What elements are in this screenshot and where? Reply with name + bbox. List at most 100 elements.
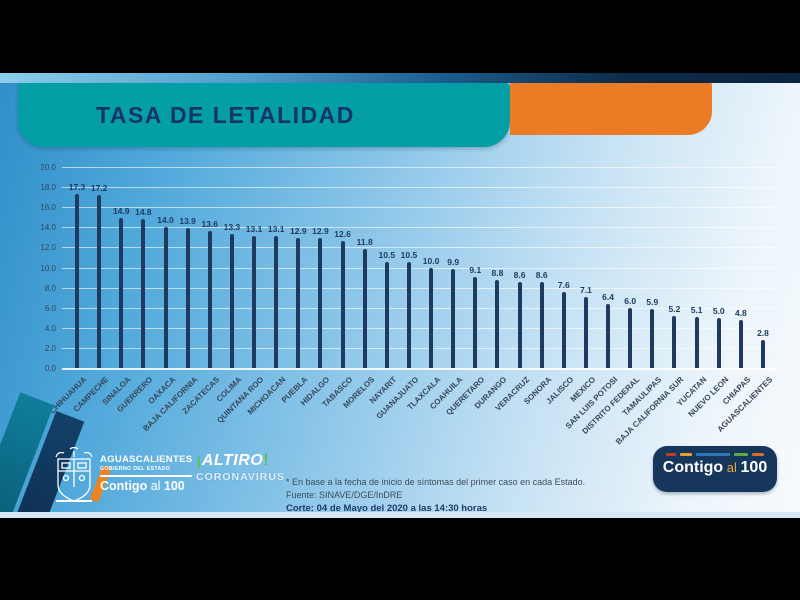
value-label: 13.6: [201, 219, 219, 230]
bar: [738, 319, 743, 368]
bar: [75, 194, 79, 368]
value-label: 6.0: [624, 295, 637, 306]
note-source: Fuente: SINAVE/DGE/InDRE: [286, 490, 403, 500]
bar: [583, 296, 588, 368]
bar: [141, 219, 146, 368]
bar: [318, 238, 323, 368]
y-tick-label: 18.0: [40, 183, 56, 193]
coronavirus-label: CORONAVIRUS: [196, 471, 285, 483]
bar: [517, 281, 522, 368]
bar: [561, 291, 566, 368]
bar: [163, 227, 168, 368]
bar: [672, 315, 677, 368]
y-tick-label: 16.0: [40, 203, 56, 213]
badge-dash: [680, 453, 692, 456]
gov-slogan-al: al: [147, 479, 164, 493]
value-label: 10.5: [378, 250, 396, 261]
bar: [384, 262, 389, 368]
gridline: [62, 368, 778, 370]
bar: [296, 238, 301, 368]
bar: [650, 308, 655, 368]
value-label: 13.9: [179, 216, 196, 227]
gov-slogan-contigo: Contigo: [100, 479, 148, 493]
badge-contigo: Contigo: [662, 459, 724, 476]
bar: [362, 249, 367, 368]
gridline: [62, 227, 778, 229]
bar: [495, 279, 500, 368]
value-label: 14.9: [112, 206, 130, 217]
badge-dash: [696, 453, 730, 456]
government-logo-text: AGUASCALIENTES GOBIERNO DEL ESTADO Conti…: [100, 454, 200, 493]
altiro-wordmark: ¡ALTIRO!: [196, 452, 285, 470]
bar: [606, 303, 611, 368]
value-label: 10.0: [422, 255, 440, 266]
bar: [451, 268, 456, 368]
value-label: 7.1: [580, 284, 592, 295]
value-label: 12.9: [290, 226, 307, 237]
y-tick-label: 6.0: [44, 303, 56, 313]
value-label: 11.8: [356, 237, 373, 248]
value-label: 14.0: [157, 215, 174, 226]
bar: [207, 231, 212, 368]
value-label: 13.1: [267, 224, 285, 235]
value-label: 6.4: [602, 291, 614, 302]
source-notes: * En base a la fecha de inicio de síntom…: [286, 476, 585, 515]
bottom-light-strip: [0, 512, 800, 518]
y-tick-label: 10.0: [40, 263, 56, 273]
bar: [429, 267, 434, 368]
presentation-slide: TASA DE LETALIDAD 0.0 2.0 4.0 6.0 8.0 10.0 12.…: [0, 73, 800, 518]
gov-slogan: Contigo al 100: [100, 479, 200, 493]
value-label: 5.9: [646, 296, 659, 307]
gridline: [62, 167, 778, 168]
aguascalientes-coat-of-arms: [55, 447, 93, 502]
bar: [761, 339, 765, 368]
contigo-al-100-badge: Contigo al 100: [653, 446, 777, 492]
note-cutoff-date: Corte: 04 de Mayo del 2020 a las 14:30 h…: [286, 503, 488, 514]
badge-dash: [752, 453, 764, 456]
value-label: 9.1: [469, 264, 482, 275]
bar: [694, 316, 699, 368]
bar: [473, 276, 478, 368]
value-label: 12.6: [334, 229, 351, 240]
badge-100: 100: [740, 459, 768, 476]
value-label: 5.0: [712, 305, 725, 316]
y-tick-label: 4.0: [44, 323, 56, 333]
badge-color-dashes: [653, 453, 777, 456]
y-tick-label: 14.0: [40, 223, 56, 233]
value-label: 8.6: [535, 269, 548, 280]
bar: [97, 195, 102, 368]
gov-slogan-100: 100: [163, 479, 185, 493]
gov-org-name: AGUASCALIENTES: [100, 454, 193, 465]
y-tick-label: 8.0: [44, 283, 56, 293]
value-label: 2.8: [757, 327, 769, 338]
gov-divider: [100, 475, 192, 477]
value-label: 13.3: [223, 222, 241, 233]
y-tick-label: 2.0: [44, 343, 56, 353]
gridline: [62, 247, 778, 249]
gridline: [62, 347, 778, 349]
orange-accent-block: [510, 83, 712, 135]
top-gradient-strip: [0, 73, 800, 83]
bar: [716, 317, 721, 368]
y-tick-label: 12.0: [40, 243, 56, 253]
bar: [229, 234, 234, 368]
bar: [406, 262, 411, 368]
bar: [340, 241, 345, 368]
value-label: 8.8: [491, 267, 504, 278]
value-label: 10.5: [400, 250, 418, 261]
value-label: 4.8: [734, 307, 747, 318]
value-label: 8.6: [513, 269, 526, 280]
value-label: 7.6: [557, 279, 570, 290]
gridline: [62, 327, 778, 329]
value-label: 5.2: [668, 303, 681, 314]
value-label: 17.2: [90, 183, 108, 194]
value-label: 9.9: [447, 256, 460, 267]
gridline: [62, 267, 778, 269]
badge-dash: [734, 453, 748, 456]
gridline: [62, 307, 778, 309]
bar: [274, 236, 279, 368]
gridline: [62, 187, 778, 189]
bar: [252, 236, 257, 368]
note-basis: * En base a la fecha de inicio de síntom…: [286, 477, 586, 487]
